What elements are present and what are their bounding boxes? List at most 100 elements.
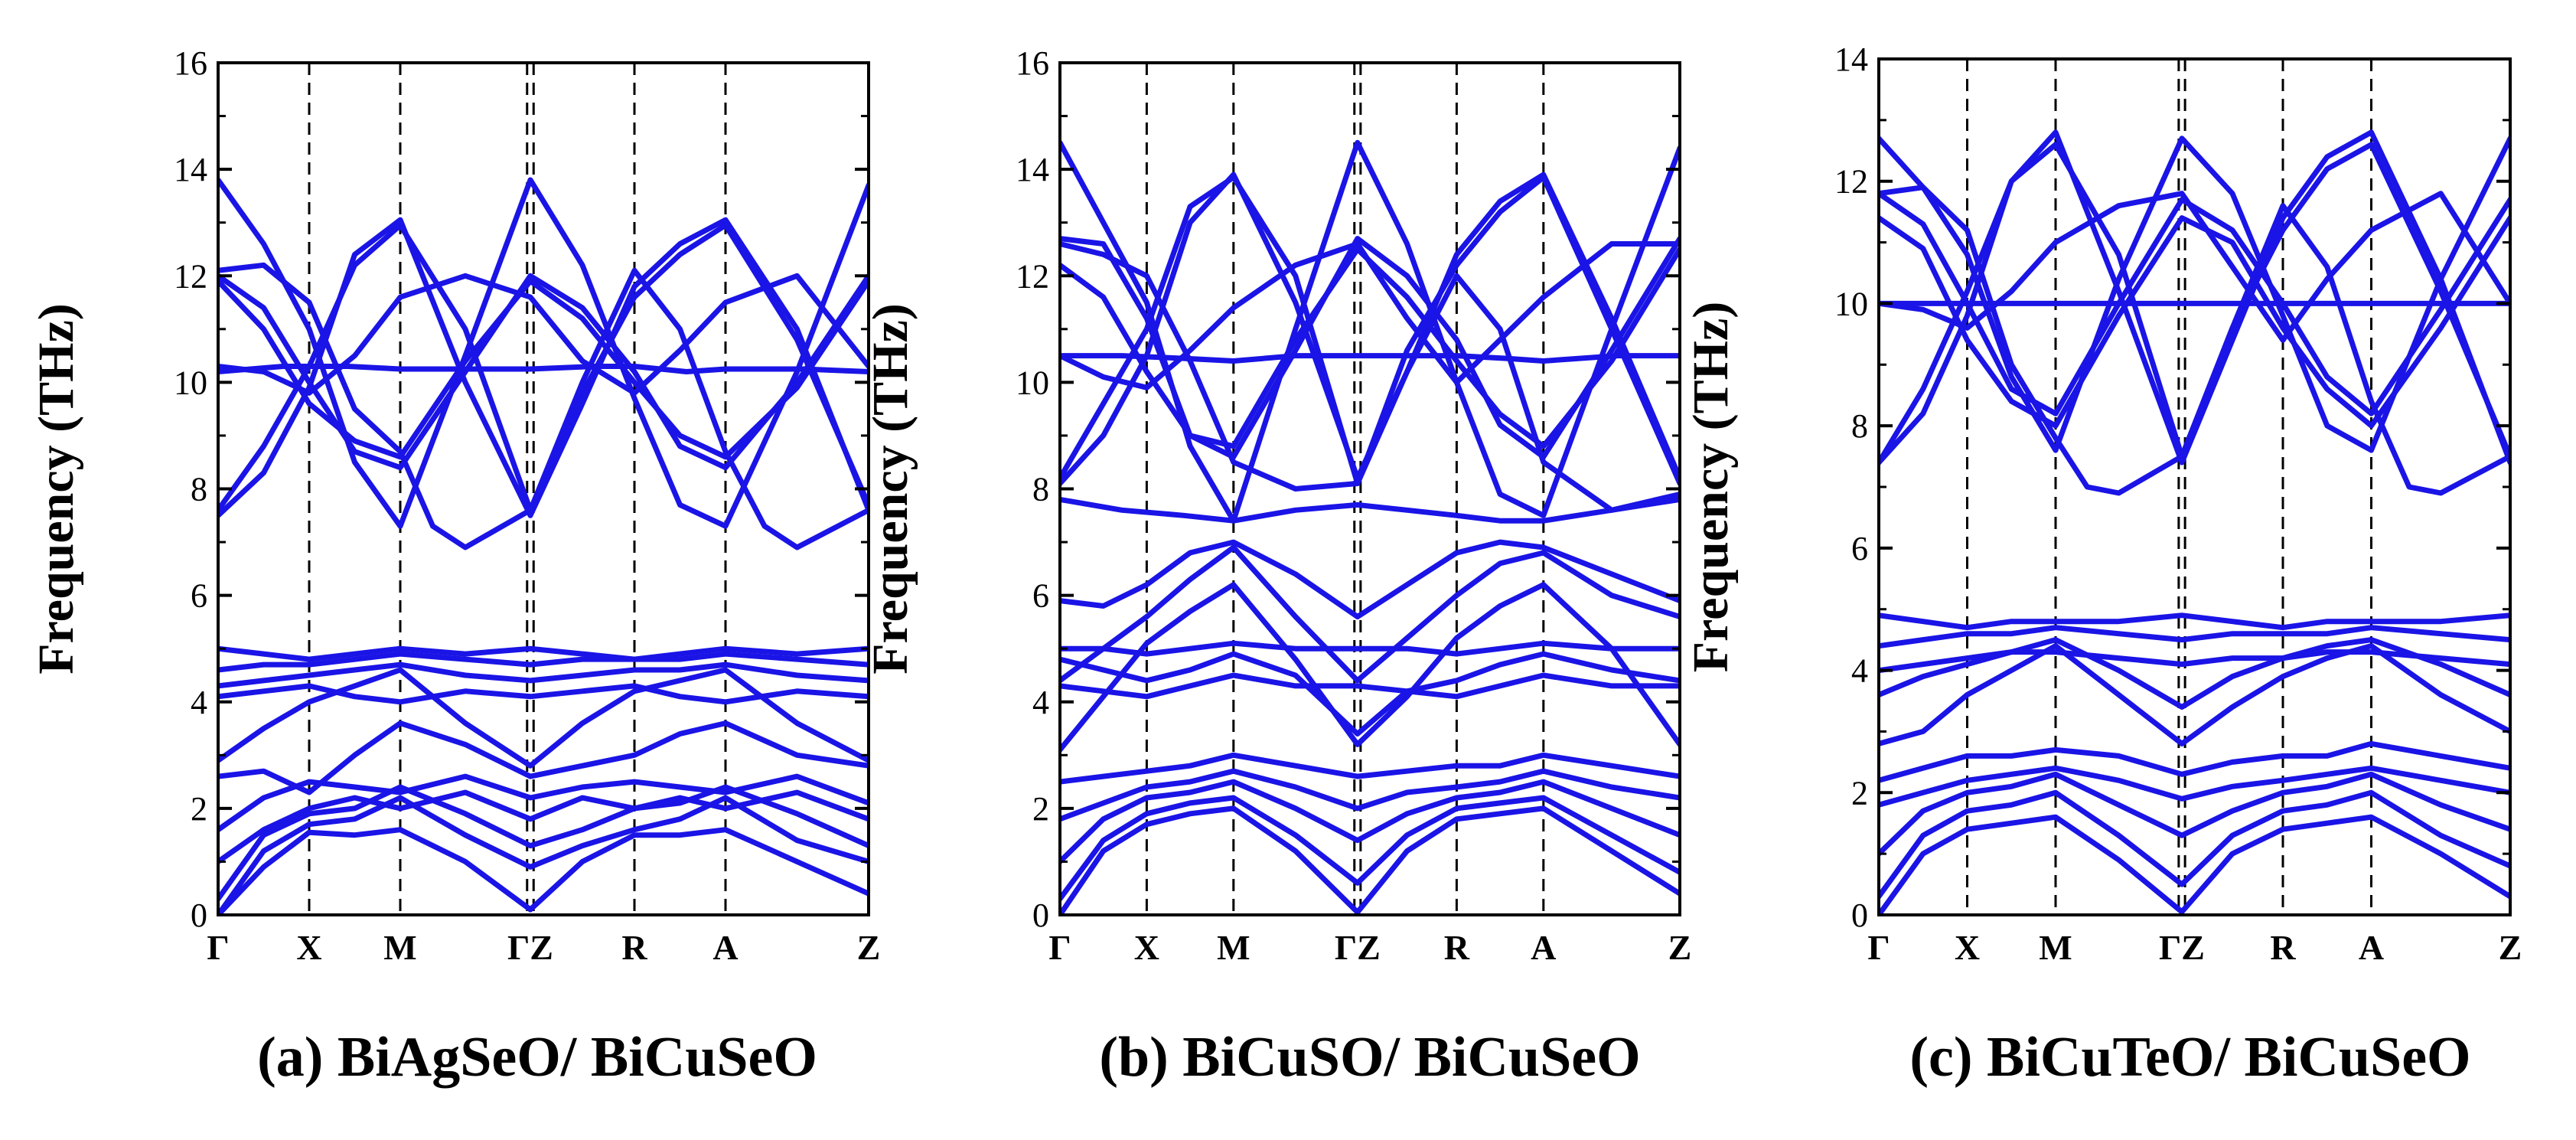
- kpoint-label: M: [1217, 928, 1250, 967]
- kpoint-label: ΓZ: [507, 928, 553, 967]
- band-mid1: [1060, 496, 1680, 524]
- band-opt8: [218, 273, 869, 396]
- y-tick-label: 0: [1851, 897, 1868, 934]
- y-tick-label: 0: [1032, 897, 1049, 934]
- band-ac3: [1060, 779, 1680, 864]
- bands: [1879, 129, 2510, 915]
- y-tick-label: 12: [1834, 163, 1868, 201]
- band-ac1: [1060, 805, 1680, 915]
- kpoint-label: A: [1531, 928, 1556, 967]
- y-tick-label: 0: [191, 897, 207, 934]
- band-mid4: [1060, 582, 1680, 753]
- kpoint-label: Z: [1668, 928, 1692, 967]
- band-b9: [218, 661, 869, 689]
- kpoint-label: ΓZ: [2159, 928, 2205, 967]
- band-b8: [218, 683, 869, 705]
- band-b5: [218, 773, 869, 833]
- kpoint-label: R: [1444, 928, 1470, 967]
- band-b4: [1879, 765, 2510, 808]
- kpoint-label: X: [296, 928, 321, 967]
- y-axis-label: Frequency (THz): [862, 303, 918, 675]
- band-ac3: [1879, 771, 2510, 857]
- kpoint-label: A: [712, 928, 738, 967]
- band-opt3: [1879, 136, 2510, 453]
- band-b4: [218, 789, 869, 864]
- band-b6: [1879, 643, 2510, 746]
- y-tick-label: 14: [1834, 41, 1868, 78]
- y-tick-label: 10: [1016, 364, 1049, 401]
- y-tick-label: 2: [191, 790, 207, 828]
- kpoint-label: X: [1134, 928, 1159, 967]
- band-b10: [218, 651, 869, 673]
- kpoint-label: Γ: [1048, 928, 1071, 967]
- kpoint-label: Z: [2499, 928, 2522, 967]
- band-b8: [1879, 649, 2510, 674]
- panel-caption: (a) BiAgSeO/ BiCuSeO: [257, 1026, 817, 1089]
- band-opt3: [218, 177, 869, 529]
- panel-c: 0 2 4 6 8 10 12 14 Γ X M ΓZ R A Z Frequency (THz) (c) Bi…: [1683, 41, 2522, 1089]
- kpoint-label: R: [2270, 928, 2296, 967]
- panel-a: 0 2 4 6 8 10 12 14 16 Γ X M ΓZ R A Z Frequency (THz) (a) …: [28, 44, 880, 1089]
- y-tick-label: 10: [174, 364, 207, 401]
- band-b7: [218, 667, 869, 769]
- panel-caption: (b) BiCuSO/ BiCuSeO: [1099, 1026, 1640, 1089]
- band-b9: [1879, 625, 2510, 649]
- band-b6: [218, 720, 869, 795]
- band-ac2: [1879, 789, 2510, 900]
- band-mid7: [1060, 672, 1680, 700]
- band-mid6: [1060, 640, 1680, 657]
- kpoint-label: Γ: [1867, 928, 1890, 967]
- kpoint-label: M: [383, 928, 416, 967]
- kpoint-label: X: [1955, 928, 1980, 967]
- y-tick-label: 12: [1016, 257, 1049, 295]
- y-tick-label: 4: [1851, 652, 1868, 690]
- y-tick-label: 2: [1851, 774, 1868, 812]
- band-mid2: [1060, 539, 1680, 619]
- bands: [218, 177, 869, 915]
- panel-b: 0 2 4 6 8 10 12 14 16 Γ X M ΓZ R A Z Frequency (THz) (b) …: [862, 44, 1691, 1089]
- bands: [1060, 139, 1680, 915]
- y-tick-label: 8: [1032, 471, 1049, 508]
- band-b5: [1879, 740, 2510, 783]
- y-tick-label: 6: [1851, 530, 1868, 567]
- kpoint-label: Γ: [207, 928, 229, 967]
- band-mid3: [1060, 544, 1680, 684]
- band-ac1: [218, 827, 869, 915]
- band-ac3: [218, 784, 869, 902]
- panel-caption: (c) BiCuTeO/ BiCuSeO: [1909, 1026, 2470, 1089]
- band-opt5: [1879, 215, 2510, 429]
- y-tick-label: 8: [1851, 407, 1868, 445]
- kpoint-label: ΓZ: [1335, 928, 1381, 967]
- y-tick-label: 12: [174, 257, 207, 295]
- kpoint-label: Z: [857, 928, 881, 967]
- band-opt3: [1060, 139, 1680, 524]
- band-opt6: [218, 262, 869, 550]
- kpoint-label: A: [2359, 928, 2384, 967]
- band-ac2: [1060, 795, 1680, 902]
- band-opt7: [1060, 353, 1680, 364]
- band-opt5: [1060, 247, 1680, 449]
- y-tick-label: 6: [191, 577, 207, 615]
- y-tick-label: 4: [191, 684, 207, 721]
- band-opt8: [1060, 241, 1680, 390]
- band-opt4: [218, 273, 869, 471]
- kpoint-label: R: [621, 928, 647, 967]
- band-b7: [1879, 637, 2510, 710]
- band-mid5: [1060, 651, 1680, 737]
- y-tick-label: 6: [1032, 577, 1049, 615]
- band-opt6: [1060, 241, 1680, 513]
- y-tick-label: 2: [1032, 790, 1049, 828]
- kpoint-label: M: [2039, 928, 2072, 967]
- band-ac1: [1879, 814, 2510, 915]
- y-tick-label: 16: [1016, 44, 1049, 82]
- band-opt1: [1879, 129, 2510, 465]
- band-opt6: [1879, 185, 2510, 496]
- y-tick-label: 10: [1834, 285, 1868, 322]
- y-tick-label: 16: [174, 44, 207, 82]
- band-b10: [1879, 612, 2510, 631]
- band-opt7: [218, 364, 869, 374]
- y-tick-label: 14: [1016, 151, 1049, 188]
- y-tick-label: 4: [1032, 684, 1049, 721]
